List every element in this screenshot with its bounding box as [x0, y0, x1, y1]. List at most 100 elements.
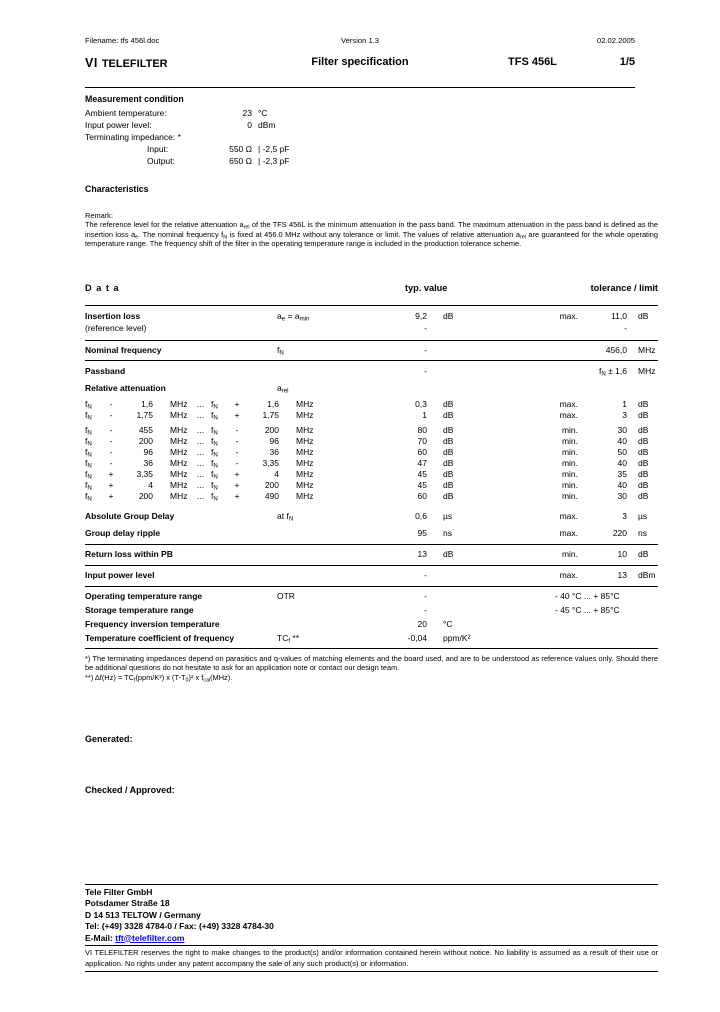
unit-mhz-1: MHz — [170, 447, 188, 457]
company-street: Potsdamer Straße 18 — [85, 898, 170, 909]
limit-kind: min. — [561, 458, 578, 468]
filename-text: Filename: tfs 456l.doc — [85, 36, 160, 45]
column-typ-value: typ. value — [405, 283, 448, 293]
row-value: 550 Ω — [229, 144, 252, 154]
limit-kind: min. — [561, 425, 578, 435]
offset-1: 4 — [148, 480, 153, 490]
row-passband: Passband - fN ± 1,6 MHz — [85, 361, 658, 383]
company-name: Tele Filter GmbH — [85, 887, 153, 897]
date-text: 02.02.2005 — [596, 36, 635, 45]
unit-mhz-2: MHz — [296, 491, 314, 501]
measurement-row: Output: 650 Ω | -2,3 pF — [85, 155, 505, 167]
tolerance-value: 13 — [617, 570, 627, 580]
attenuation-range-row: fN - 200 MHz ... fN - 96 MHz 70 dB min. … — [85, 436, 658, 447]
typ-value: 60 — [417, 447, 427, 457]
sign-2: + — [234, 469, 240, 479]
typ-unit: dB — [443, 311, 454, 321]
offset-1: 200 — [138, 436, 153, 446]
row-temperature-coefficient: Temperature coefficient of frequency TCf… — [85, 631, 658, 648]
footnote-formula: **) Δf(Hz) = TCf(ppm/K²) x (T-T0)² x fca… — [85, 672, 233, 684]
frequency-range: fN + 200 MHz ... fN + 490 MHz — [85, 491, 350, 502]
limit-kind: min. — [561, 480, 578, 490]
param-name: Storage temperature range — [85, 605, 194, 615]
typ-unit: dB — [443, 399, 454, 409]
row-storage-temperature: Storage temperature range - - 45 °C ... … — [85, 603, 658, 617]
tolerance-unit: dB — [638, 447, 649, 457]
range-dots: ... — [197, 480, 205, 490]
row-value: 0 — [247, 120, 252, 130]
sign-1: - — [109, 436, 113, 446]
fn-symbol: fN — [85, 436, 92, 448]
header-rule — [85, 87, 635, 88]
tolerance-unit: dB — [638, 491, 649, 501]
legal-disclaimer: VI TELEFILTER reserves the right to make… — [85, 948, 658, 969]
unit-mhz-1: MHz — [170, 410, 188, 420]
row-frequency-inversion-temperature: Frequency inversion temperature 20 °C — [85, 617, 658, 631]
sign-1: - — [109, 447, 113, 457]
unit-mhz-2: MHz — [296, 458, 314, 468]
row-input-power-level: Input power level - max. 13 dBm — [85, 566, 658, 586]
param-symbol: fN — [277, 345, 284, 357]
typ-value: 13 — [417, 549, 427, 559]
fn-symbol: fN — [211, 410, 218, 422]
page-number: 1/5 — [619, 56, 635, 68]
unit-mhz-2: MHz — [296, 410, 314, 420]
attenuation-range-row: fN - 36 MHz ... fN - 3,35 MHz 47 dB min.… — [85, 458, 658, 469]
row-nominal-frequency: Nominal frequency fN - 456,0 MHz — [85, 341, 658, 360]
table-rule — [85, 305, 658, 306]
fn-symbol: fN — [211, 436, 218, 448]
measurement-condition-section: Measurement condition Ambient temperatur… — [85, 93, 505, 167]
attenuation-range-row: fN + 4 MHz ... fN + 200 MHz 45 dB min. 4… — [85, 480, 658, 491]
range-dots: ... — [197, 410, 205, 420]
footnotes-section: *) The terminating impedances depend on … — [85, 654, 658, 684]
tolerance-value: 10 — [617, 549, 627, 559]
row-value: 650 Ω — [229, 156, 252, 166]
attenuation-rows: fN - 1,6 MHz ... fN + 1,6 MHz 0,3 dB max… — [85, 399, 658, 502]
typ-unit: µs — [443, 511, 453, 521]
fn-symbol: fN — [211, 480, 218, 492]
offset-1: 96 — [143, 447, 153, 457]
remark-label: Remark: — [85, 211, 113, 220]
param-symbol: OTR — [277, 591, 295, 601]
company-address-block: Tele Filter GmbH Potsdamer Straße 18 D 1… — [85, 885, 658, 945]
row-label: Terminating impedance: * — [85, 132, 181, 142]
typ-unit: dB — [443, 447, 454, 457]
row-group-delay-ripple: Group delay ripple 95 ns max. 220 ns — [85, 523, 658, 544]
typ-unit: dB — [443, 491, 454, 501]
tolerance-unit: dB — [638, 436, 649, 446]
part-number: TFS 456L — [508, 56, 557, 68]
table-rule — [85, 586, 658, 587]
tolerance-unit: dB — [638, 480, 649, 490]
version-text: Version 1.3 — [341, 36, 379, 45]
document-title: Filter specification — [311, 56, 409, 68]
typ-value: 95 — [417, 528, 427, 538]
measurement-row: Input: 550 Ω | -2,5 pF — [85, 143, 505, 155]
fn-symbol: fN — [211, 447, 218, 459]
row-label: Ambient temperature: — [85, 108, 167, 118]
header-title-row: VI TELEFILTER Filter specification TFS 45… — [85, 56, 635, 72]
attenuation-range-row: fN - 455 MHz ... fN - 200 MHz 80 dB min.… — [85, 425, 658, 436]
attenuation-range-row: fN - 96 MHz ... fN - 36 MHz 60 dB min. 5… — [85, 447, 658, 458]
offset-1: 455 — [138, 425, 153, 435]
row-unit: | -2,5 pF — [258, 144, 290, 154]
offset-1: 3,35 — [136, 469, 153, 479]
generated-label: Generated: — [85, 734, 133, 744]
email-link[interactable]: tft@telefilter.com — [115, 932, 185, 943]
attenuation-range-row: fN - 1,6 MHz ... fN + 1,6 MHz 0,3 dB max… — [85, 399, 658, 410]
typ-value: 60 — [417, 491, 427, 501]
tolerance-value: 3 — [622, 511, 627, 521]
frequency-range: fN - 36 MHz ... fN - 3,35 MHz — [85, 458, 350, 469]
table-rule — [85, 544, 658, 545]
sign-2: + — [234, 491, 240, 501]
row-unit: °C — [258, 108, 268, 118]
table-rule — [85, 565, 658, 566]
offset-2: 3,35 — [262, 458, 279, 468]
unit-mhz-1: MHz — [170, 399, 188, 409]
sign-1: - — [109, 458, 113, 468]
typ-value: 47 — [417, 458, 427, 468]
tolerance-unit: dB — [638, 458, 649, 468]
typ-unit: °C — [443, 619, 453, 629]
column-data: D a t a — [85, 283, 120, 293]
param-name: Frequency inversion temperature — [85, 619, 220, 629]
typ-unit: dB — [443, 410, 454, 420]
